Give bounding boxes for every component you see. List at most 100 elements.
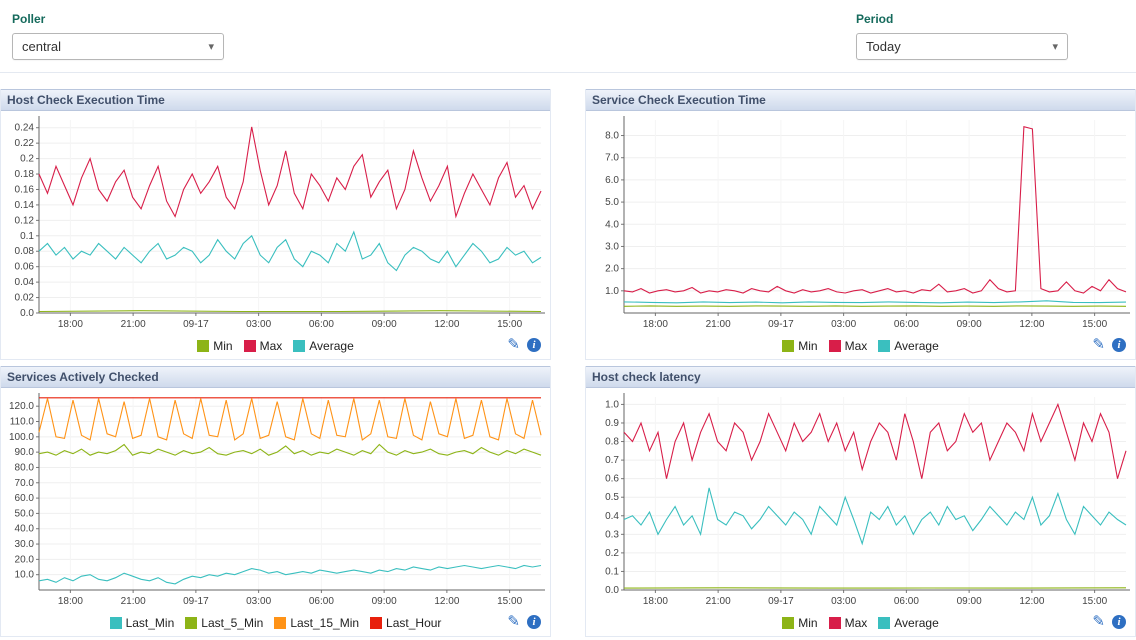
svg-text:0.1: 0.1 — [20, 231, 34, 242]
legend-label: Max — [259, 339, 283, 353]
svg-text:21:00: 21:00 — [706, 319, 731, 330]
poller-dropdown[interactable]: central ▾ — [12, 33, 224, 60]
legend-label: Average — [894, 339, 939, 353]
filter-bar: Poller central ▾ Period Today ▾ — [0, 0, 1136, 73]
svg-text:03:00: 03:00 — [246, 319, 271, 330]
period-dropdown[interactable]: Today ▾ — [856, 33, 1068, 60]
svg-text:0.06: 0.06 — [15, 262, 35, 273]
legend-item: Average — [878, 616, 939, 630]
svg-text:0.4: 0.4 — [605, 511, 619, 522]
svg-text:7.0: 7.0 — [605, 153, 619, 164]
panel-title: Host Check Execution Time — [1, 89, 550, 111]
legend-swatch — [782, 617, 795, 629]
svg-text:21:00: 21:00 — [121, 596, 146, 607]
legend-swatch — [370, 617, 383, 629]
svg-text:0.1: 0.1 — [605, 566, 619, 577]
svg-text:0.9: 0.9 — [605, 418, 619, 429]
svg-text:0.12: 0.12 — [15, 215, 35, 226]
svg-text:10.0: 10.0 — [15, 570, 35, 581]
legend-label: Max — [844, 616, 868, 630]
legend-items: Min Max Average — [782, 339, 939, 353]
legend-swatch — [828, 617, 841, 629]
svg-text:09-17: 09-17 — [768, 319, 794, 330]
svg-text:0.08: 0.08 — [15, 246, 35, 257]
info-icon[interactable]: i — [1112, 337, 1126, 352]
legend-item: Last_Hour — [370, 616, 441, 630]
svg-text:120.0: 120.0 — [9, 401, 34, 412]
panel-host-check-execution-time: Host Check Execution Time 0.24 0.22 0.2 0.1… — [0, 89, 551, 360]
info-icon[interactable]: i — [527, 337, 541, 352]
legend-item: Last_Min — [109, 616, 174, 630]
legend-row: Last_Min Last_5_Min Last_15_Min Last_Hour ✎… — [1, 610, 550, 636]
svg-text:4.0: 4.0 — [605, 219, 619, 230]
legend-label: Max — [844, 339, 868, 353]
info-icon[interactable]: i — [527, 614, 541, 629]
legend-label: Last_5_Min — [201, 616, 264, 630]
svg-text:0.16: 0.16 — [15, 184, 35, 195]
legend-item: Min — [782, 339, 818, 353]
edit-icon[interactable]: ✎ — [507, 613, 520, 630]
legend-item: Average — [293, 339, 354, 353]
legend-item: Min — [782, 616, 818, 630]
info-icon[interactable]: i — [1112, 614, 1126, 629]
chart-canvas[interactable]: 0.24 0.22 0.2 0.18 0.16 0.14 0.12 0.1 0.08 0.06 0.… — [1, 111, 550, 333]
svg-text:8.0: 8.0 — [605, 131, 619, 142]
edit-icon[interactable]: ✎ — [507, 336, 520, 353]
chart-canvas[interactable]: 8.0 7.0 6.0 5.0 4.0 3.0 2.0 1.0 18:00 21:00 09-17 0… — [586, 111, 1135, 333]
legend-swatch — [828, 340, 841, 352]
svg-text:0.0: 0.0 — [605, 585, 619, 596]
legend-swatch — [878, 340, 891, 352]
svg-text:15:00: 15:00 — [497, 596, 522, 607]
svg-text:18:00: 18:00 — [58, 596, 83, 607]
svg-text:100.0: 100.0 — [9, 432, 34, 443]
svg-text:09:00: 09:00 — [372, 319, 397, 330]
svg-text:09-17: 09-17 — [768, 596, 794, 607]
legend-swatch — [109, 617, 122, 629]
svg-text:12:00: 12:00 — [434, 596, 459, 607]
legend-swatch — [185, 617, 198, 629]
svg-text:3.0: 3.0 — [605, 241, 619, 252]
svg-text:1.0: 1.0 — [605, 286, 619, 297]
legend-row: Min Max Average ✎ i — [586, 333, 1135, 359]
legend-item: Average — [878, 339, 939, 353]
legend-label: Average — [309, 339, 354, 353]
legend-item: Max — [828, 339, 868, 353]
legend-swatch — [293, 340, 306, 352]
chevron-down-icon: ▾ — [208, 41, 214, 53]
poller-label: Poller — [12, 12, 46, 26]
legend-label: Min — [798, 339, 818, 353]
svg-text:06:00: 06:00 — [309, 319, 334, 330]
svg-text:06:00: 06:00 — [894, 596, 919, 607]
legend-items: Last_Min Last_5_Min Last_15_Min Last_Hour — [109, 616, 441, 630]
legend-label: Last_Hour — [386, 616, 442, 630]
chart-canvas[interactable]: 1.0 0.9 0.8 0.7 0.6 0.5 0.4 0.3 0.2 0.1 0.0 18:00 21… — [586, 388, 1135, 610]
svg-text:1.0: 1.0 — [605, 399, 619, 410]
svg-text:18:00: 18:00 — [58, 319, 83, 330]
legend-swatch — [782, 340, 795, 352]
svg-text:15:00: 15:00 — [1082, 319, 1107, 330]
svg-text:03:00: 03:00 — [831, 596, 856, 607]
svg-text:18:00: 18:00 — [643, 596, 668, 607]
svg-text:0.18: 0.18 — [15, 169, 35, 180]
svg-text:5.0: 5.0 — [605, 197, 619, 208]
svg-text:15:00: 15:00 — [497, 319, 522, 330]
svg-text:21:00: 21:00 — [706, 596, 731, 607]
legend-item: Min — [197, 339, 233, 353]
panel-title: Service Check Execution Time — [586, 89, 1135, 111]
period-filter: Period Today ▾ — [856, 12, 1068, 60]
chevron-down-icon: ▾ — [1052, 41, 1058, 53]
svg-text:50.0: 50.0 — [15, 508, 35, 519]
svg-text:0.04: 0.04 — [15, 277, 35, 288]
legend-label: Average — [894, 616, 939, 630]
svg-text:40.0: 40.0 — [15, 524, 35, 535]
poller-value: central — [22, 39, 62, 54]
panel-services-actively-checked: Services Actively Checked 120.0 110.0 100.… — [0, 366, 551, 637]
chart-canvas[interactable]: 120.0 110.0 100.0 90.0 80.0 70.0 60.0 50.0 40.0 3… — [1, 388, 550, 610]
svg-text:06:00: 06:00 — [309, 596, 334, 607]
svg-text:0.6: 0.6 — [605, 474, 619, 485]
panel-icons: ✎ i — [1092, 337, 1126, 352]
legend-item: Max — [243, 339, 283, 353]
edit-icon[interactable]: ✎ — [1092, 336, 1105, 353]
edit-icon[interactable]: ✎ — [1092, 613, 1105, 630]
svg-text:60.0: 60.0 — [15, 493, 35, 504]
